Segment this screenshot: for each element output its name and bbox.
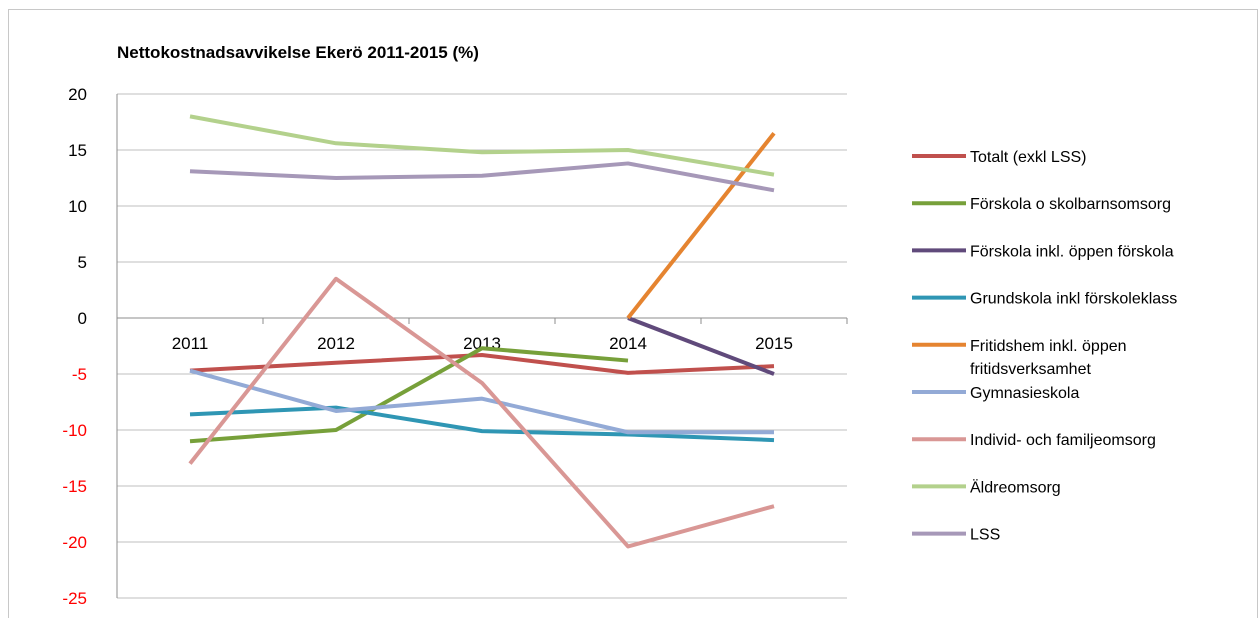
series-line <box>189 114 775 177</box>
legend-label: Förskola inkl. öppen förskola <box>970 243 1174 260</box>
legend-label: Individ- och familjeomsorg <box>970 432 1156 449</box>
y-tick-label: -25 <box>62 589 87 608</box>
y-tick-label: 10 <box>68 197 87 216</box>
legend-label: Förskola o skolbarnsomsorg <box>970 196 1171 213</box>
legend-label: LSS <box>970 527 1000 544</box>
series-line <box>189 161 775 193</box>
y-tick-label: -15 <box>62 477 87 496</box>
legend-label-line: Äldreomsorg <box>970 478 1061 496</box>
y-tick-label: 20 <box>68 85 87 104</box>
series-line <box>189 368 774 435</box>
y-tick-label: -10 <box>62 421 87 440</box>
legend-label: Gymnasieskola <box>970 385 1079 402</box>
y-tick-label: 15 <box>68 141 87 160</box>
legend-label-line: Grundskola inkl förskoleklass <box>970 291 1177 308</box>
series-line <box>189 405 775 443</box>
series-line <box>189 352 775 375</box>
legend-label-line: Gymnasieskola <box>970 385 1079 402</box>
y-tick-label: -20 <box>62 533 87 552</box>
series-line <box>189 346 629 444</box>
x-tick-label: 2011 <box>172 334 209 353</box>
legend-label-line: Fritidshem inkl. öppen <box>970 338 1127 355</box>
legend-label: Äldreomsorg <box>970 478 1061 496</box>
x-axis-ticks: 2011 2012 2013 2014 2015 <box>172 334 793 353</box>
legend-label: Totalt (exkl LSS) <box>970 149 1086 166</box>
legend-label: Grundskola inkl förskoleklass <box>970 291 1177 308</box>
series-lines <box>188 114 776 549</box>
legend-label-line: Individ- och familjeomsorg <box>970 432 1156 449</box>
series-line <box>627 316 775 376</box>
legend-label: Fritidshem inkl. öppen fritidsverksamhet <box>970 338 1127 378</box>
y-axis-ticks: 20 15 10 5 0 -5 -10 -15 -20 -25 <box>62 85 87 608</box>
legend-label-line: Förskola inkl. öppen förskola <box>970 243 1174 260</box>
legend-label-line: Förskola o skolbarnsomsorg <box>970 196 1171 213</box>
x-tick-label: 2014 <box>609 334 647 353</box>
legend-label-line: Totalt (exkl LSS) <box>970 149 1086 166</box>
axes <box>116 94 848 598</box>
y-tick-label: 0 <box>78 309 87 328</box>
chart-title: Nettokostnadsavvikelse Ekerö 2011-2015 (… <box>117 43 479 62</box>
legend-label-line: fritidsverksamhet <box>970 361 1091 378</box>
y-tick-label: -5 <box>72 365 87 384</box>
x-tick-label: 2015 <box>755 334 793 353</box>
series-line <box>188 276 775 549</box>
chart-frame <box>8 9 1258 618</box>
y-tick-label: 5 <box>78 253 87 272</box>
series-line <box>626 131 776 320</box>
legend-label-line: LSS <box>970 527 1000 544</box>
x-tick-label: 2012 <box>317 334 355 353</box>
legend: Totalt (exkl LSS) Förskola o skolbarnsoms… <box>912 149 1177 544</box>
